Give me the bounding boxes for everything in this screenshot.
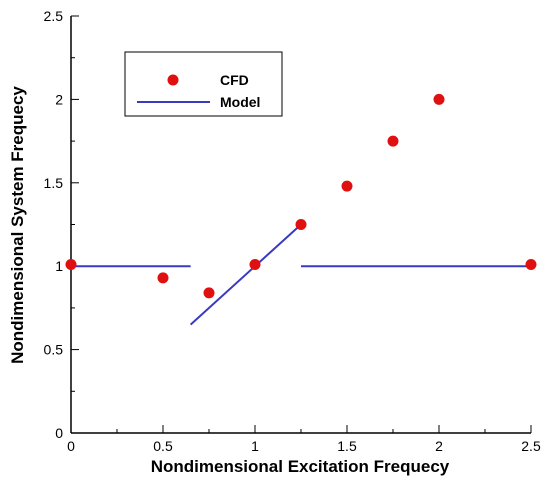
legend-label-cfd: CFD — [220, 72, 249, 88]
cfd-point — [341, 180, 353, 192]
y-tick-label: 2 — [55, 91, 63, 107]
cfd-point — [249, 259, 261, 271]
legend: CFD Model — [124, 51, 283, 117]
ticks: 0 0.5 1 1.5 2 2.5 0 0.5 1 1.5 2 2.5 — [44, 8, 541, 454]
cfd-point — [387, 135, 399, 147]
y-tick-label: 0 — [55, 425, 63, 441]
x-tick-label: 1.5 — [337, 438, 357, 454]
plot-marks — [65, 93, 537, 326]
x-tick-label: 2 — [435, 438, 443, 454]
y-tick-label: 1 — [55, 258, 63, 274]
y-tick-label: 1.5 — [44, 175, 64, 191]
legend-label-model: Model — [220, 94, 260, 110]
model-line-segment — [189, 223, 302, 326]
cfd-point — [157, 272, 169, 284]
y-tick-label: 0.5 — [44, 342, 64, 358]
y-tick-label: 2.5 — [44, 8, 64, 24]
x-tick-label: 0 — [67, 438, 75, 454]
x-tick-label: 1 — [251, 438, 259, 454]
cfd-point — [295, 219, 307, 230]
legend-box — [124, 51, 283, 117]
legend-cfd-symbol — [167, 74, 179, 86]
x-tick-label: 2.5 — [521, 438, 541, 454]
cfd-point — [433, 93, 445, 105]
y-axis-label: Nondimensional System Frequecy — [8, 86, 27, 364]
cfd-point — [203, 287, 215, 299]
x-axis-label: Nondimensional Excitation Frequecy — [151, 457, 450, 476]
cfd-point — [65, 259, 77, 271]
x-tick-label: 0.5 — [153, 438, 173, 454]
cfd-point — [525, 259, 537, 271]
